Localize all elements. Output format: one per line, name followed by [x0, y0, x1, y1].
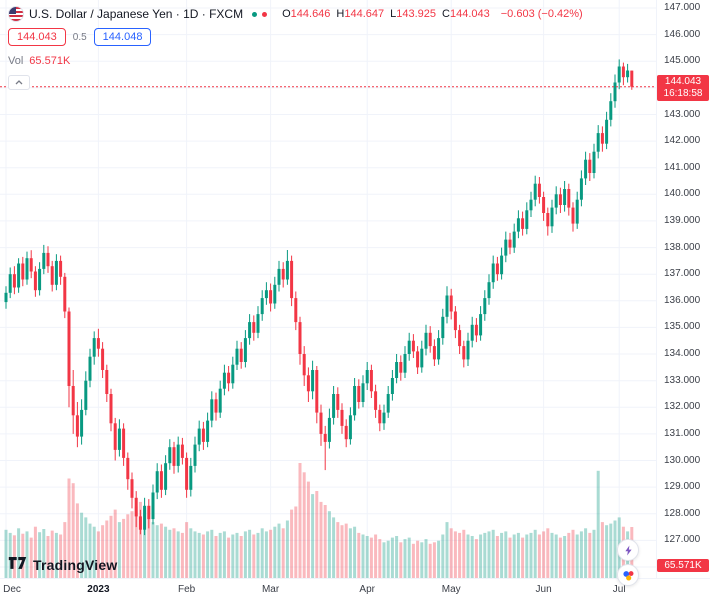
series-up-dot-icon[interactable]	[252, 11, 258, 17]
price-tick: 139.000	[664, 214, 701, 226]
series-down-dot-icon[interactable]	[262, 11, 268, 17]
reactions-button[interactable]	[617, 564, 639, 586]
bar-countdown: 16:18:58	[663, 87, 703, 99]
high-label: H	[336, 8, 345, 20]
low-value: 143.925	[396, 8, 437, 20]
price-tick: 134.000	[664, 348, 701, 359]
colored-dots-icon	[622, 569, 635, 582]
price-tick: 127.000	[664, 534, 701, 546]
price-tick: 146.000	[664, 28, 701, 40]
price-tick: 147.000	[664, 2, 701, 13]
price-tick: 142.000	[664, 135, 701, 147]
symbol-title[interactable]: U.S. Dollar / Japanese Yen · 1D · FXCM	[29, 7, 244, 21]
tradingview-logo-text: TradingView	[33, 556, 118, 573]
time-tick: Jul	[612, 584, 626, 595]
price-tick: 133.000	[664, 374, 701, 386]
open-value: 144.646	[290, 8, 331, 20]
time-tick: May	[441, 584, 461, 595]
symbol-row: U.S. Dollar / Japanese Yen · 1D · FXCM O…	[8, 6, 583, 22]
time-tick: Mar	[261, 584, 280, 595]
price-tick: 131.000	[664, 427, 701, 439]
price-tick: 135.000	[664, 321, 701, 333]
symbol-flag-icon	[8, 6, 24, 22]
volume-axis-badge: 65.571K	[657, 559, 709, 572]
spread-value: 0.5	[72, 31, 87, 43]
sell-button[interactable]: 144.043	[8, 28, 66, 46]
price-tick: 141.000	[664, 161, 701, 173]
close-label: C	[442, 8, 450, 20]
change-value: −0.603 (−0.42%)	[500, 8, 583, 20]
ohlc-readout: O 144.646 H 144.647 L 143.925 C 144.043	[276, 8, 490, 20]
price-tick: 138.000	[664, 241, 701, 253]
time-tick: Feb	[177, 584, 196, 595]
candlestick-chart[interactable]	[0, 0, 656, 578]
volume-indicator-row[interactable]: Vol 65.571K	[8, 55, 583, 67]
high-value: 144.647	[344, 8, 385, 20]
time-tick: Jun	[535, 584, 552, 595]
floating-buttons	[617, 539, 639, 586]
price-tick: 128.000	[664, 507, 701, 519]
time-tick: Dec	[3, 584, 21, 595]
tradingview-logo[interactable]: TradingView	[8, 556, 117, 573]
tradingview-logo-mark-icon	[8, 556, 27, 573]
chevron-up-icon	[15, 80, 23, 85]
price-tick: 143.000	[664, 108, 701, 120]
price-tick: 130.000	[664, 454, 701, 466]
low-label: L	[390, 8, 397, 20]
open-label: O	[282, 8, 291, 20]
lightning-bolt-icon	[623, 544, 634, 556]
price-tick: 137.000	[664, 268, 701, 280]
close-value: 144.043	[449, 8, 490, 20]
price-tick: 136.000	[664, 294, 701, 306]
legend: U.S. Dollar / Japanese Yen · 1D · FXCM O…	[8, 6, 583, 90]
volume-indicator-label: Vol	[8, 55, 24, 67]
price-tick: 132.000	[664, 401, 701, 413]
volume-indicator-value: 65.571K	[29, 55, 71, 67]
price-tick: 140.000	[664, 188, 701, 200]
time-tick: 2023	[87, 584, 110, 595]
instant-trading-button[interactable]	[617, 539, 639, 561]
time-tick: Apr	[359, 584, 375, 595]
last-price-badge: 144.043 16:18:58	[657, 74, 709, 101]
trade-buttons-row: 144.043 0.5 144.048	[8, 28, 583, 46]
time-axis[interactable]: Dec 2023 Feb Mar Apr May Jun Jul	[0, 578, 710, 600]
price-tick: 129.000	[664, 481, 701, 493]
last-price-value: 144.043	[664, 75, 702, 87]
buy-button[interactable]: 144.048	[93, 28, 152, 46]
price-tick: 145.000	[664, 55, 701, 67]
collapse-legend-button[interactable]	[8, 75, 30, 90]
